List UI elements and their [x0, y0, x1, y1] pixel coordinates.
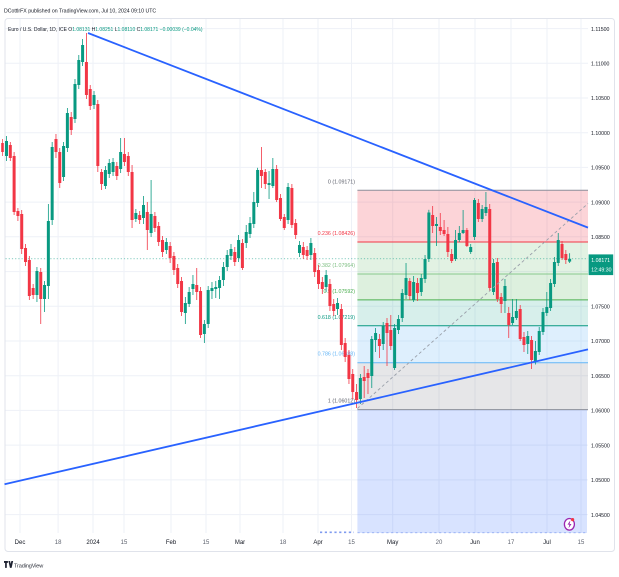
svg-text:Feb: Feb [166, 540, 177, 546]
svg-text:Mar: Mar [235, 540, 245, 546]
svg-text:0.618 (1.07219): 0.618 (1.07219) [318, 315, 356, 321]
svg-text:0.786 (1.06688): 0.786 (1.06688) [318, 352, 356, 358]
svg-text:1.07000: 1.07000 [591, 339, 610, 345]
svg-text:18: 18 [280, 540, 287, 546]
svg-text:1.04500: 1.04500 [591, 513, 610, 519]
svg-text:1.08500: 1.08500 [591, 235, 610, 241]
svg-text:18: 18 [55, 540, 62, 546]
svg-text:1 (1.06012): 1 (1.06012) [328, 399, 355, 405]
svg-text:1.09500: 1.09500 [591, 166, 610, 172]
svg-text:0 (1.09171): 0 (1.09171) [328, 179, 355, 185]
svg-text:1.11000: 1.11000 [591, 62, 609, 68]
svg-text:15: 15 [348, 540, 355, 546]
svg-text:Jun: Jun [470, 540, 480, 546]
svg-text:1.10500: 1.10500 [591, 96, 610, 102]
svg-text:1.05000: 1.05000 [591, 478, 610, 484]
svg-text:Jul: Jul [543, 540, 551, 546]
svg-text:12:49:30: 12:49:30 [591, 267, 611, 273]
svg-text:0.236 (1.08426): 0.236 (1.08426) [318, 231, 356, 237]
svg-text:1.11500: 1.11500 [591, 27, 609, 33]
svg-text:2024: 2024 [86, 540, 100, 546]
svg-text:1.06000: 1.06000 [591, 409, 610, 415]
svg-text:Apr: Apr [313, 540, 322, 546]
svg-text:DCottlrFX published on Trading: DCottlrFX published on TradingView.com, … [4, 9, 156, 15]
svg-text:Dec: Dec [15, 540, 26, 546]
svg-text:20: 20 [436, 540, 443, 546]
svg-text:15: 15 [203, 540, 210, 546]
svg-text:Euro / U.S. Dollar, 1D, ICE O1: Euro / U.S. Dollar, 1D, ICE O1.08131 H1.… [8, 27, 203, 33]
svg-text:TradingView: TradingView [14, 564, 44, 570]
svg-text:17: 17 [508, 540, 515, 546]
svg-text:1.05500: 1.05500 [591, 443, 610, 449]
svg-text:1.08171: 1.08171 [591, 258, 610, 264]
svg-text:1.10000: 1.10000 [591, 131, 610, 137]
svg-text:1.09000: 1.09000 [591, 200, 610, 206]
svg-text:1.07500: 1.07500 [591, 305, 610, 311]
svg-text:1.06500: 1.06500 [591, 374, 610, 380]
svg-text:0.382 (1.07964): 0.382 (1.07964) [318, 263, 356, 269]
svg-text:15: 15 [578, 540, 585, 546]
svg-text:0.5 (1.07592): 0.5 (1.07592) [323, 289, 355, 295]
svg-text:15: 15 [121, 540, 128, 546]
svg-text:May: May [387, 540, 398, 546]
